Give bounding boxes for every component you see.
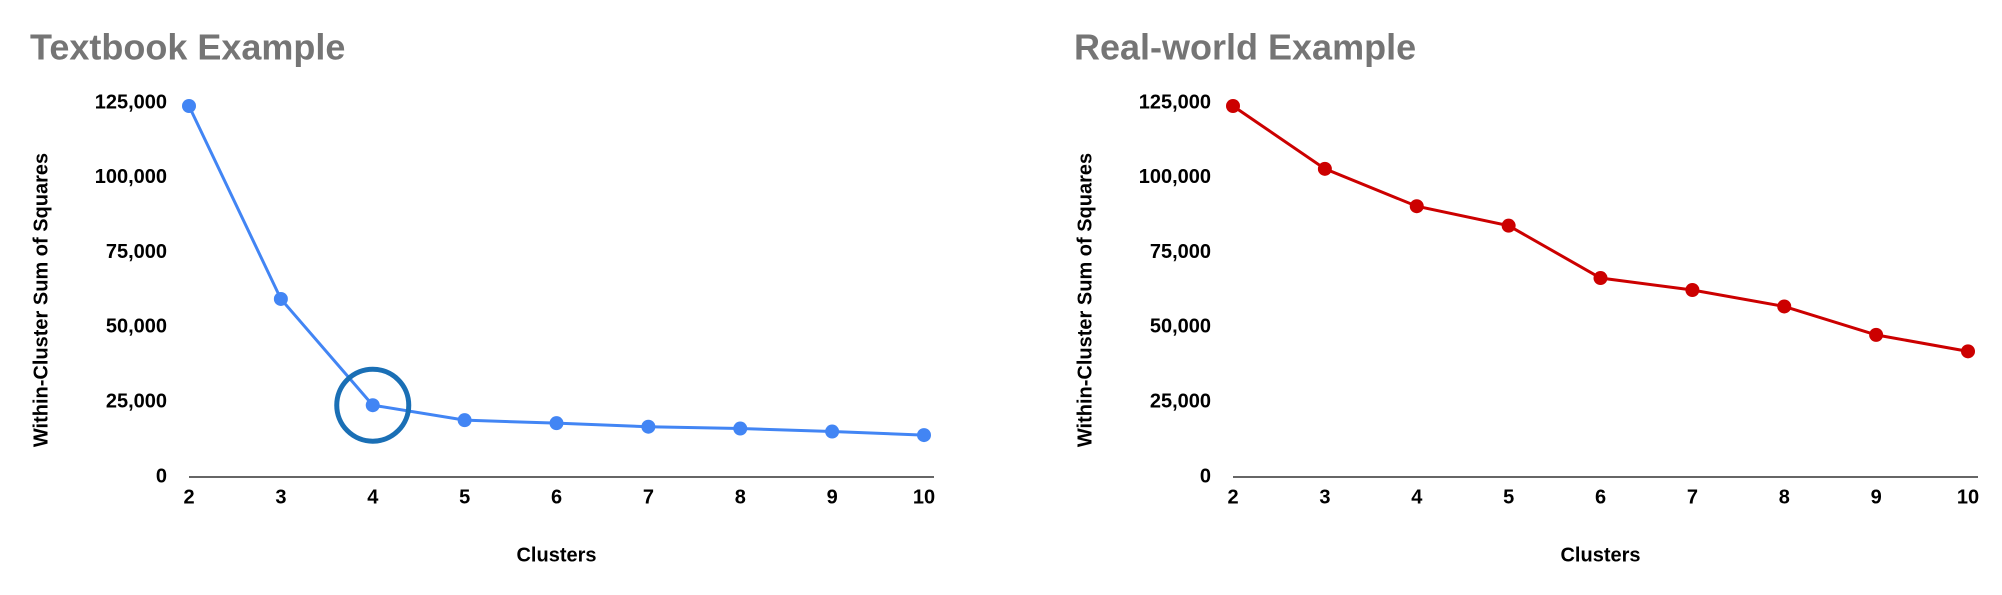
x-tick-label: 10 — [913, 486, 935, 508]
x-tick-label: 8 — [1779, 486, 1790, 508]
x-tick-label: 5 — [1503, 486, 1514, 508]
chart-title: Real-world Example — [1074, 27, 1416, 68]
x-tick-label: 9 — [1871, 486, 1882, 508]
x-tick-label: 8 — [735, 486, 746, 508]
y-tick-label: 0 — [156, 465, 167, 487]
y-tick-label: 125,000 — [1139, 91, 1211, 113]
y-tick-label: 100,000 — [1139, 166, 1211, 188]
y-tick-label: 25,000 — [1150, 390, 1211, 412]
point — [641, 419, 656, 434]
point — [273, 291, 288, 306]
y-tick-label: 25,000 — [106, 390, 167, 412]
point — [549, 416, 564, 431]
point — [1409, 199, 1424, 214]
point — [825, 424, 840, 439]
x-tick-label: 6 — [1595, 486, 1606, 508]
y-axis-label: Within-Cluster Sum of Squares — [30, 153, 52, 447]
x-tick-label: 7 — [1687, 486, 1698, 508]
y-tick-label: 75,000 — [1150, 241, 1211, 263]
x-axis-label: Clusters — [516, 544, 596, 566]
y-tick-label: 50,000 — [1150, 316, 1211, 338]
line — [187, 105, 925, 437]
y-axis-label: Within-Cluster Sum of Squares — [1074, 153, 1096, 447]
point — [1501, 218, 1516, 233]
point — [1869, 327, 1884, 342]
point — [1685, 283, 1700, 297]
x-tick-label: 4 — [367, 486, 379, 508]
x-tick-label: 2 — [1227, 486, 1238, 508]
x-tick-label: 10 — [1957, 486, 1979, 508]
line — [1232, 104, 1969, 353]
x-tick-label: 4 — [1411, 486, 1423, 508]
x-tick-label: 3 — [1319, 486, 1330, 508]
point — [1777, 299, 1792, 314]
point — [1226, 98, 1240, 113]
x-tick-label: 2 — [183, 486, 194, 508]
point — [917, 428, 931, 443]
y-tick-label: 50,000 — [106, 316, 167, 338]
point — [182, 98, 196, 113]
x-tick-label: 6 — [551, 486, 562, 508]
x-tick-label: 7 — [643, 486, 654, 508]
chart-title: Textbook Example — [30, 27, 345, 68]
x-tick-label: 3 — [275, 486, 286, 508]
x-tick-label: 9 — [827, 486, 838, 508]
point — [1317, 161, 1332, 176]
y-tick-label: 100,000 — [95, 166, 167, 188]
y-tick-label: 125,000 — [95, 91, 167, 113]
point — [365, 398, 380, 413]
point — [457, 413, 472, 428]
point — [1593, 271, 1608, 286]
y-tick-label: 75,000 — [106, 241, 167, 263]
point — [1961, 344, 1975, 359]
x-axis-label: Clusters — [1560, 544, 1640, 566]
highlight-circle — [334, 366, 412, 444]
point — [733, 421, 748, 436]
y-tick-label: 0 — [1200, 465, 1211, 487]
x-tick-label: 5 — [459, 486, 470, 508]
